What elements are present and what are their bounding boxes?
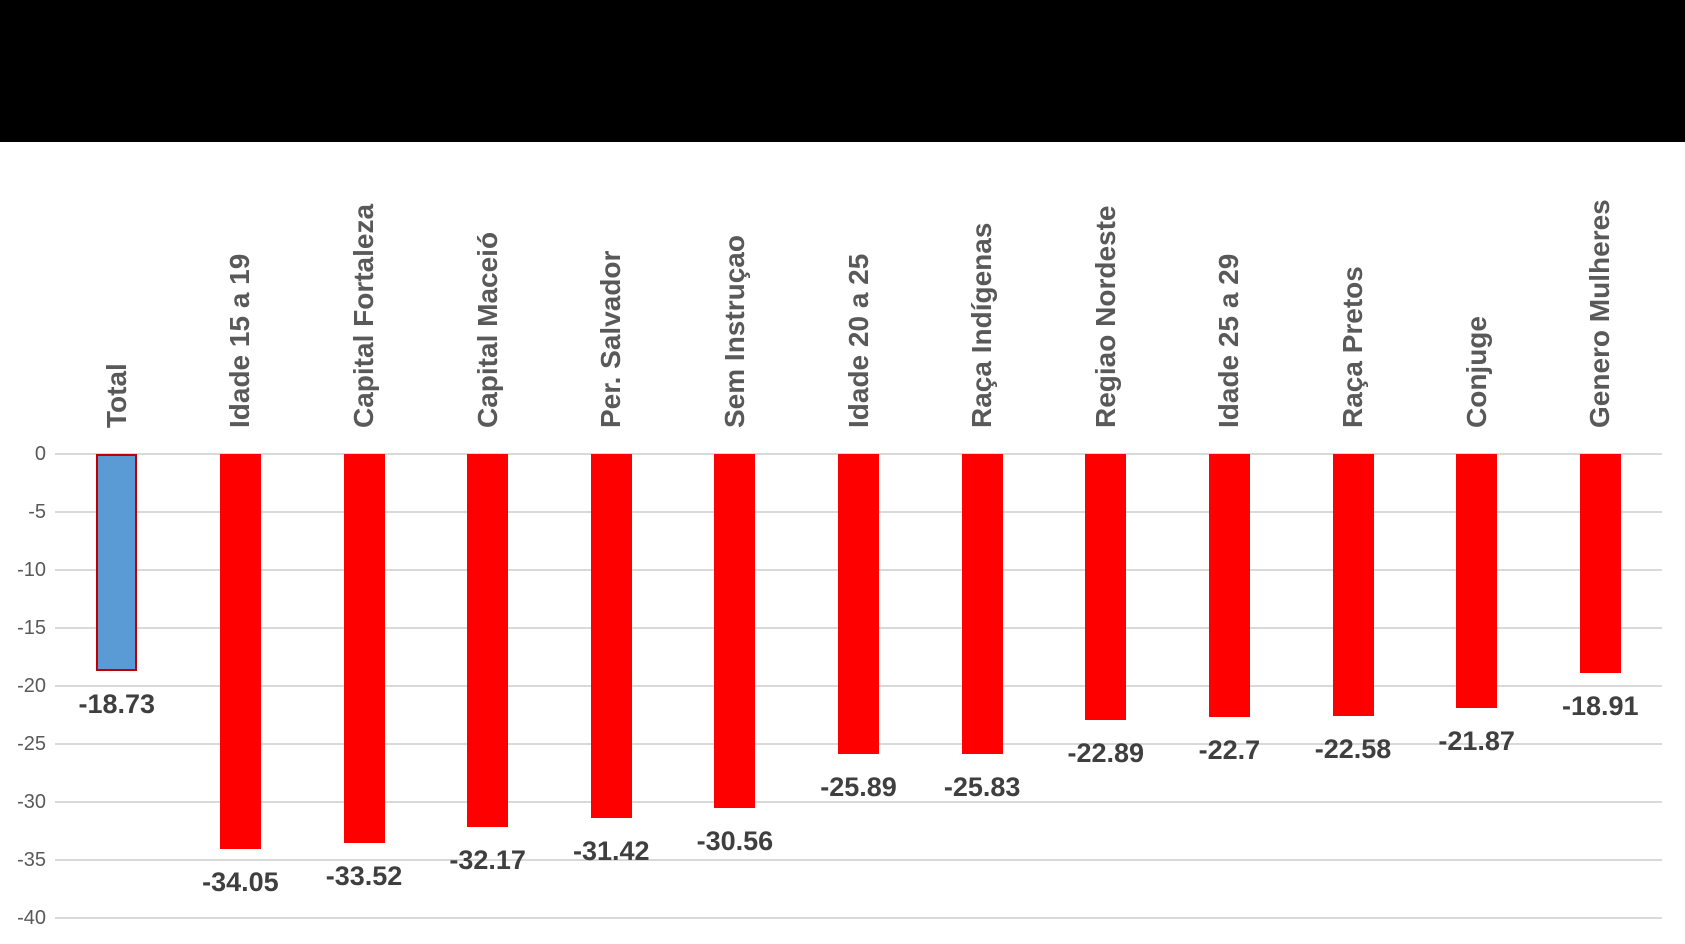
category-label: Regiao Nordeste <box>1089 205 1121 429</box>
category-label: Total <box>100 363 132 428</box>
category-label: Idade 25 a 29 <box>1213 253 1245 428</box>
y-axis-tick-label: -25 <box>17 733 46 755</box>
bar <box>1085 454 1127 720</box>
bar-value-label: -31.42 <box>573 836 650 867</box>
bar-value-label: -22.7 <box>1198 735 1261 766</box>
bar-value-label: -34.05 <box>202 866 279 897</box>
bar <box>1332 454 1374 716</box>
bar-value-label: -30.56 <box>696 826 774 857</box>
category-label: Idade 20 a 25 <box>842 253 874 428</box>
bar-value-label: -22.89 <box>1067 737 1145 768</box>
bar <box>343 454 385 843</box>
category-label: Genero Mulheres <box>1584 199 1616 428</box>
y-axis-tick-label: -10 <box>17 559 46 581</box>
bar-value-label: -21.87 <box>1438 725 1515 756</box>
category-label: Conjuge <box>1460 316 1492 428</box>
bar-value-label: -18.91 <box>1561 691 1639 722</box>
bar <box>590 454 632 819</box>
gridline <box>55 917 1662 919</box>
bar-value-label: -32.17 <box>449 845 526 876</box>
bar <box>1208 454 1250 718</box>
category-label: Idade 15 a 19 <box>224 253 256 428</box>
bar <box>467 454 509 828</box>
bar-value-label: -33.52 <box>325 860 403 891</box>
redacted-title-bar <box>0 0 1685 142</box>
category-label: Capital Fortaleza <box>348 203 380 428</box>
bar-value-label: -22.58 <box>1314 733 1392 764</box>
y-axis-tick-label: -30 <box>17 791 46 813</box>
bar-value-label: -25.83 <box>943 771 1021 802</box>
y-axis-tick-label: -35 <box>17 849 46 871</box>
bar <box>1579 454 1621 674</box>
gridline <box>55 801 1662 803</box>
y-axis-tick-label: -15 <box>17 617 46 639</box>
y-axis-tick-label: 0 <box>34 443 46 465</box>
category-label: Raça Indígenas <box>966 222 998 428</box>
category-label: Raça Pretos <box>1337 266 1368 428</box>
category-label: Per. Salvador <box>595 250 627 428</box>
bar-value-label: -25.89 <box>820 772 897 803</box>
bar <box>1456 454 1498 708</box>
category-label: Sem Instruçao <box>718 235 750 428</box>
gridline <box>55 859 1662 861</box>
bar <box>219 454 261 849</box>
bar-total <box>96 454 138 672</box>
bar-value-label: -18.73 <box>78 689 156 720</box>
bar <box>961 454 1003 754</box>
bar <box>714 454 756 809</box>
category-label: Capital Maceió <box>471 231 503 428</box>
y-axis-tick-label: -20 <box>17 675 46 697</box>
bar <box>838 454 880 755</box>
y-axis-tick-label: -5 <box>28 501 46 523</box>
y-axis-tick-label: -40 <box>17 907 46 929</box>
